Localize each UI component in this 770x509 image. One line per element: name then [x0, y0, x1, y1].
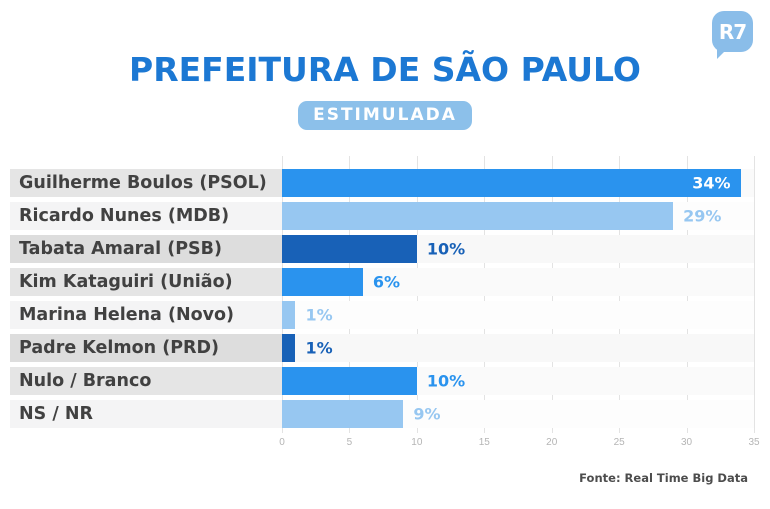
r7-logo: R7: [712, 11, 753, 52]
x-tick-label: 0: [279, 437, 285, 448]
bar-value-label: 9%: [413, 404, 441, 424]
x-tick-label: 20: [546, 437, 558, 448]
x-tick-label: 5: [346, 437, 353, 448]
bar-value-label: 10%: [426, 371, 466, 391]
category-label: Nulo / Branco: [10, 367, 282, 395]
chart-row: Padre Kelmon (PRD) 1%: [10, 334, 754, 362]
bar-area: 1%: [282, 301, 754, 329]
chart-row: Ricardo Nunes (MDB) 29%: [10, 202, 754, 230]
bar: [282, 202, 674, 230]
x-tick-label: 15: [478, 437, 490, 448]
page-title: PREFEITURA DE SÃO PAULO: [129, 50, 641, 89]
bar: [282, 235, 417, 263]
bar-area: 29%: [282, 202, 754, 230]
bar: [282, 301, 296, 329]
bar-value-label: 1%: [305, 338, 333, 358]
bar: [282, 268, 363, 296]
bar-value-label: 10%: [426, 239, 466, 259]
category-label: Guilherme Boulos (PSOL): [10, 169, 282, 197]
badge-row: ESTIMULADA: [0, 101, 770, 130]
category-label: Marina Helena (Novo): [10, 301, 282, 329]
chart-row: Guilherme Boulos (PSOL) 34%: [10, 169, 754, 197]
category-label: Padre Kelmon (PRD): [10, 334, 282, 362]
category-label: Ricardo Nunes (MDB): [10, 202, 282, 230]
source-note: Fonte: Real Time Big Data: [579, 471, 748, 485]
category-label: NS / NR: [10, 400, 282, 428]
chart-rows: Guilherme Boulos (PSOL) 34% Ricardo Nunes …: [10, 169, 754, 433]
bar-value-label: 6%: [372, 272, 401, 292]
chart-row: Tabata Amaral (PSB) 10%: [10, 235, 754, 263]
x-tick-label: 10: [411, 437, 423, 448]
bar-area: 6%: [282, 268, 754, 296]
bar: [282, 334, 296, 362]
x-tick-label: 35: [748, 437, 760, 448]
category-label: Kim Kataguiri (União): [10, 268, 282, 296]
bar: [282, 400, 404, 428]
poll-type-badge: ESTIMULADA: [298, 101, 472, 130]
bar: [282, 169, 741, 197]
r7-logo-text: R7: [718, 19, 747, 44]
chart-row: Kim Kataguiri (União) 6%: [10, 268, 754, 296]
chart-row: Marina Helena (Novo) 1%: [10, 301, 754, 329]
bar-value-label: 1%: [305, 305, 333, 325]
bar-area: 9%: [282, 400, 754, 428]
bar-area: 1%: [282, 334, 754, 362]
bar: [282, 367, 417, 395]
bar-value-label: 34%: [692, 173, 731, 193]
bar-area: 10%: [282, 367, 754, 395]
chart-row: NS / NR 9%: [10, 400, 754, 428]
category-label: Tabata Amaral (PSB): [10, 235, 282, 263]
x-tick-label: 25: [613, 437, 625, 448]
chart-row: Nulo / Branco 10%: [10, 367, 754, 395]
gridline: [754, 156, 755, 433]
bar-area: 10%: [282, 235, 754, 263]
x-axis: 0 5 10 15 20 25 30 35: [279, 437, 759, 451]
bar-area: 34%: [282, 169, 754, 197]
bar-value-label: 29%: [683, 206, 722, 226]
x-tick-label: 30: [681, 437, 693, 448]
